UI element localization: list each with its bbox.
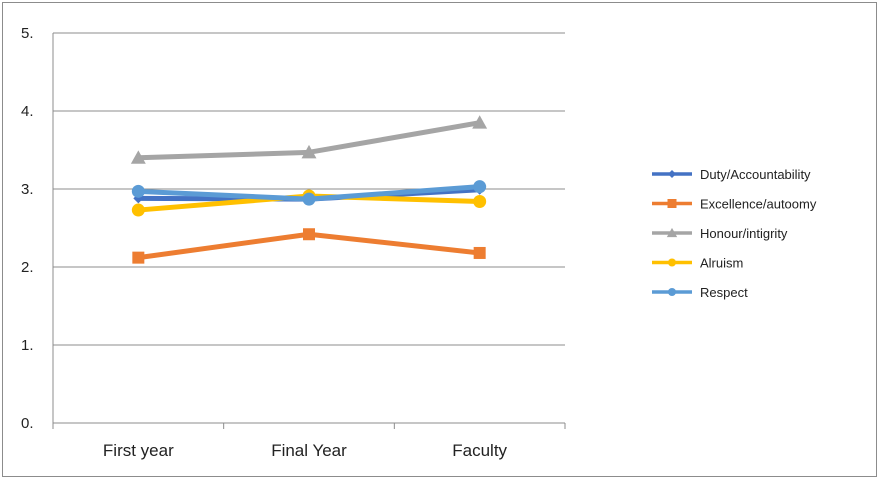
legend-marker (668, 170, 676, 178)
y-tick-label: 0. (21, 415, 34, 432)
legend-marker (667, 199, 677, 208)
data-point (473, 194, 487, 208)
series-respect (131, 180, 487, 206)
data-point (301, 144, 317, 159)
series-honour-intigrity (130, 115, 488, 164)
x-tick-label: First year (103, 441, 174, 460)
legend-label: Excellence/autoomy (700, 197, 817, 212)
legend-item: Excellence/autoomy (652, 197, 817, 212)
legend-item: Honour/intigrity (652, 226, 788, 241)
x-tick-label: Final Year (271, 441, 347, 460)
legend-marker (668, 288, 676, 296)
data-point (131, 184, 145, 198)
data-point (132, 251, 145, 264)
y-tick-label: 4. (21, 103, 34, 120)
y-tick-label: 3. (21, 181, 34, 198)
legend-item: Respect (652, 285, 748, 300)
legend-label: Respect (700, 285, 748, 300)
data-point (473, 246, 486, 259)
data-point (473, 180, 487, 194)
legend-item: Duty/Accountability (652, 167, 811, 182)
data-point (131, 203, 145, 217)
y-tick-label: 5. (21, 25, 34, 42)
data-point (302, 192, 316, 206)
legend-marker (666, 227, 678, 238)
legend-label: Alruism (700, 256, 743, 271)
data-point (303, 228, 315, 241)
legend-item: Alruism (652, 256, 743, 271)
y-tick-label: 2. (21, 259, 34, 276)
legend-marker (668, 258, 676, 267)
data-point (130, 150, 146, 164)
series-excellence-autoomy (132, 228, 486, 264)
legend-label: Honour/intigrity (700, 226, 788, 241)
data-point (472, 115, 488, 129)
y-tick-label: 1. (21, 337, 34, 354)
x-tick-label: Faculty (452, 441, 507, 460)
legend-label: Duty/Accountability (700, 167, 811, 182)
